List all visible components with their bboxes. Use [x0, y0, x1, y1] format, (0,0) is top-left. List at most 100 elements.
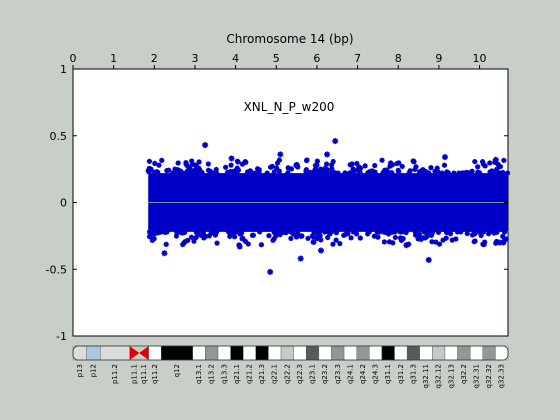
- data-point: [280, 229, 286, 236]
- band-label: q23.2: [321, 364, 329, 384]
- ideogram-band: [148, 345, 162, 361]
- x-axis-top: 0 1 2 3 4 5 6 7 8 9 10: [70, 52, 487, 69]
- data-point: [396, 160, 402, 166]
- data-point: [476, 229, 482, 235]
- data-point: [196, 159, 202, 165]
- data-point: [212, 170, 218, 176]
- chromosome-ideogram: p13 p12 p11.2 p11.1 q11.1 q11.2 q12 q13.1 q13.2 q…: [72, 345, 509, 388]
- data-points: [145, 138, 511, 275]
- data-point: [310, 170, 316, 176]
- y-tick-label: 0: [60, 197, 67, 210]
- data-point: [234, 169, 240, 175]
- outlier-point: [297, 255, 304, 262]
- data-point: [153, 230, 159, 236]
- x-tick-label: 9: [435, 52, 442, 65]
- band-label: q21.2: [246, 364, 254, 384]
- data-point: [349, 161, 355, 167]
- x-tick-label: 5: [273, 52, 280, 65]
- ideogram-band: [457, 345, 471, 361]
- outlier-point: [492, 156, 499, 163]
- data-point: [256, 170, 262, 176]
- data-point: [314, 230, 320, 236]
- data-point: [487, 160, 493, 166]
- ideogram-band: [280, 345, 294, 361]
- data-point: [193, 162, 199, 168]
- data-point: [271, 236, 277, 242]
- data-point: [399, 229, 405, 235]
- data-point: [205, 161, 211, 167]
- data-point: [158, 229, 164, 235]
- data-point: [350, 170, 356, 176]
- data-point: [491, 170, 497, 176]
- data-point: [379, 157, 385, 163]
- band-label: p11.2: [111, 364, 119, 384]
- data-point: [428, 165, 434, 171]
- y-tick-label: 0.5: [50, 130, 68, 143]
- data-point: [285, 170, 291, 176]
- band-label: q32.11: [422, 364, 430, 388]
- band-label: q32.13: [447, 364, 455, 388]
- data-point: [318, 237, 324, 243]
- ideogram-band: [369, 345, 383, 361]
- data-point: [410, 158, 416, 164]
- data-point: [389, 162, 396, 168]
- data-point: [191, 238, 197, 244]
- data-point: [233, 229, 239, 235]
- data-point: [494, 229, 500, 235]
- data-point: [472, 238, 478, 244]
- ideogram-band: [86, 345, 101, 361]
- data-point: [501, 229, 508, 235]
- data-point: [414, 233, 421, 239]
- band-label: q12: [173, 364, 181, 377]
- data-point: [481, 241, 487, 248]
- data-point: [384, 167, 390, 173]
- data-point: [362, 163, 368, 169]
- data-point: [487, 229, 493, 235]
- ideogram-band: [394, 345, 408, 361]
- band-label: q23.1: [309, 364, 317, 384]
- data-point: [322, 169, 328, 175]
- ideogram-band: [356, 345, 370, 361]
- ideogram-band: [255, 345, 269, 361]
- data-point: [354, 160, 360, 167]
- ideogram-band: [495, 345, 509, 361]
- data-point: [422, 229, 428, 235]
- band-label: q22.1: [271, 364, 279, 384]
- data-point: [325, 234, 331, 241]
- ideogram-band: [161, 345, 193, 361]
- data-point: [173, 170, 179, 176]
- ideogram-band: [381, 345, 395, 361]
- data-point: [366, 169, 372, 175]
- data-point: [413, 164, 419, 170]
- data-point: [249, 232, 256, 238]
- data-point: [266, 233, 272, 239]
- data-point: [426, 170, 432, 176]
- data-point: [313, 166, 319, 172]
- data-point: [187, 165, 193, 171]
- y-tick-label: -0.5: [46, 263, 67, 276]
- data-point: [365, 231, 371, 237]
- band-label: q32.31: [472, 364, 480, 388]
- data-point: [214, 240, 220, 246]
- data-point: [479, 159, 486, 165]
- ideogram-band: [139, 346, 149, 360]
- outlier-point: [324, 151, 331, 158]
- data-point: [163, 241, 169, 247]
- data-point: [326, 229, 332, 236]
- data-point: [353, 231, 360, 237]
- ideogram-band: [217, 345, 231, 361]
- data-point: [182, 229, 188, 235]
- ideogram-band: [419, 345, 433, 361]
- band-label: q31.3: [409, 364, 417, 384]
- data-point: [433, 239, 439, 245]
- ideogram-band: [482, 345, 496, 361]
- band-label: q11.2: [151, 364, 159, 384]
- outlier-point: [403, 242, 410, 249]
- outlier-point: [425, 256, 432, 263]
- data-point: [451, 170, 457, 176]
- ideogram-band: [432, 345, 446, 361]
- ideogram-band: [444, 345, 458, 361]
- data-point: [494, 166, 500, 172]
- ideogram-band: [406, 345, 420, 361]
